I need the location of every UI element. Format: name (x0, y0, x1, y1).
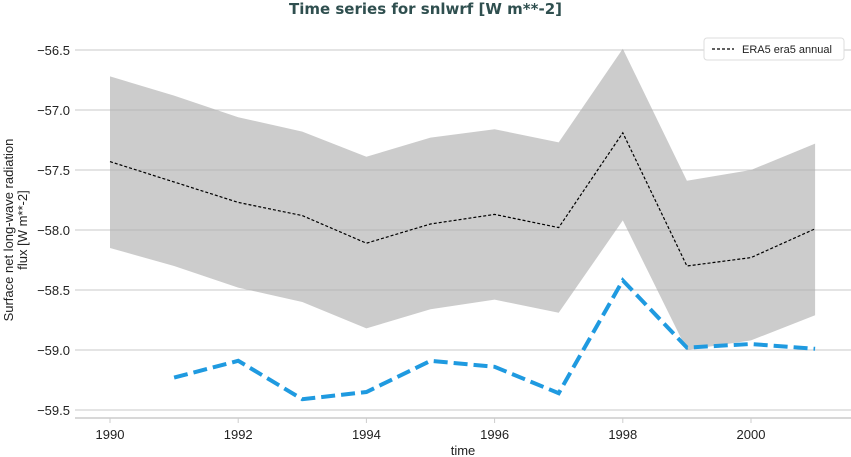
chart-title: Time series for snlwrf [W m**-2] (288, 0, 563, 18)
legend-box (703, 37, 845, 61)
series-line-1 (173, 277, 816, 402)
y-tick-label: −56.5 (37, 43, 70, 58)
uncertainty-band (110, 48, 816, 351)
x-tick-label: 1990 (96, 427, 125, 442)
x-tick-label: 1998 (608, 427, 637, 442)
y-tick-label: −58.5 (37, 283, 70, 298)
y-tick-label: −57.5 (37, 163, 70, 178)
y-tick-label: −59.0 (37, 343, 70, 358)
x-tick-label: 1992 (224, 427, 253, 442)
y-tick-label: −58.0 (37, 223, 70, 238)
x-tick-label: 2000 (737, 427, 766, 442)
y-axis-label: Surface net long-wave radiationflux [W m… (1, 139, 30, 322)
y-tick-label: −57.0 (37, 103, 70, 118)
x-axis-label: time (451, 443, 476, 457)
x-tick-label: 1996 (480, 427, 509, 442)
x-tick-label: 1994 (352, 427, 381, 442)
legend-label: ERA5 era5 annual (742, 44, 832, 56)
y-tick-label: −59.5 (37, 403, 70, 418)
